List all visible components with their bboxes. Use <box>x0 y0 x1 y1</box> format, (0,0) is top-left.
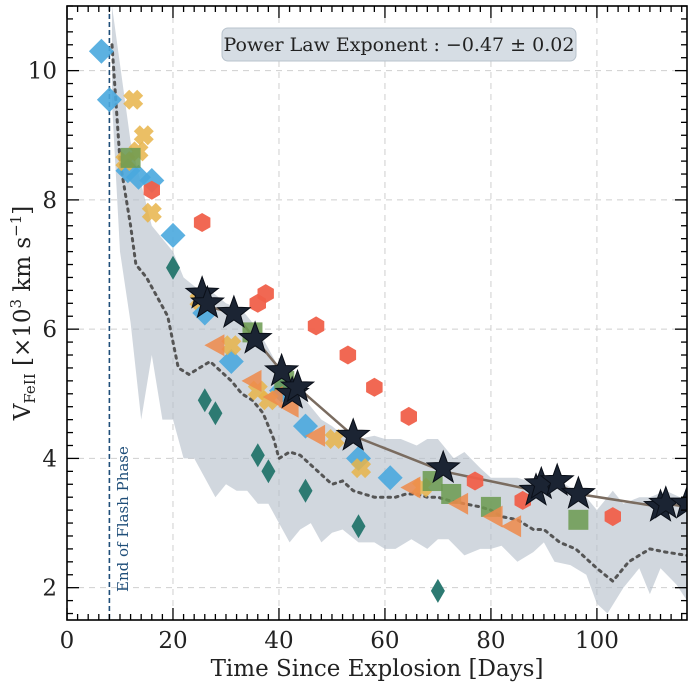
orange-triangles-marker <box>400 476 421 499</box>
orange-triangles-marker <box>482 505 503 528</box>
red-hexagons-marker <box>514 490 531 510</box>
flash-phase-label: End of Flash Phase <box>114 446 132 592</box>
y-tick-label: 4 <box>42 446 57 472</box>
blue-diamonds-marker <box>160 222 186 248</box>
red-hexagons-marker <box>193 213 211 232</box>
dark-green-diamonds-marker <box>197 388 212 413</box>
stars-marker <box>216 294 252 328</box>
x-tick-label: 0 <box>60 628 75 654</box>
median-dotted-line <box>110 43 687 584</box>
y-label-unit: km s <box>10 237 36 299</box>
yellow-crosses-marker <box>221 335 242 356</box>
x-tick-label: 60 <box>370 628 399 654</box>
blue-diamonds-marker <box>96 87 122 113</box>
data-markers <box>88 38 687 603</box>
y-tick-label: 6 <box>42 317 57 343</box>
y-tick-label: 2 <box>42 576 57 602</box>
blue-diamonds-marker <box>377 465 403 491</box>
stars-marker <box>335 417 371 451</box>
yellow-crosses-marker <box>324 429 345 449</box>
dark-green-diamonds-marker <box>298 478 313 503</box>
stars-marker <box>539 462 575 496</box>
x-tick-label: 80 <box>476 628 505 654</box>
red-hexagons-marker <box>339 345 357 365</box>
dark-green-diamonds-marker <box>430 578 445 603</box>
annotation-box: Power Law Exponent : −0.47 ± 0.02 <box>221 27 577 62</box>
dark-green-diamonds-marker <box>166 255 180 280</box>
green-squares-marker <box>568 509 589 530</box>
stars-marker <box>189 284 225 319</box>
stars-marker <box>279 368 316 403</box>
dark-green-diamonds-marker <box>351 514 366 539</box>
x-tick-label: 100 <box>575 628 619 654</box>
orange-triangles-marker <box>262 386 283 408</box>
y-tick-label: 10 <box>28 59 57 85</box>
x-tick-label: 20 <box>158 628 187 654</box>
red-hexagons-marker <box>143 180 160 200</box>
stars-marker <box>560 475 596 509</box>
y-label-sub: FeII <box>21 373 39 403</box>
green-squares-marker <box>120 147 141 168</box>
dark-green-diamonds-marker <box>261 459 276 484</box>
green-squares-marker <box>441 483 462 504</box>
stars-marker <box>425 449 461 484</box>
red-hexagons-marker <box>400 406 417 426</box>
y-label-exp: 3 <box>7 299 25 309</box>
stars-marker <box>237 320 273 354</box>
red-hexagons-marker <box>257 284 274 304</box>
orange-triangles-marker <box>448 492 469 515</box>
power-law-annotation: Power Law Exponent : −0.47 ± 0.02 <box>224 34 575 56</box>
yellow-crosses-marker <box>133 125 154 146</box>
orange-triangles-marker <box>204 334 225 357</box>
y-label-unit-exp: −1 <box>7 215 25 237</box>
axis-ticks: 0 20 40 60 80 100 2 4 6 8 10 <box>28 5 687 654</box>
dark-green-diamonds-marker <box>250 443 265 468</box>
x-tick-label: 40 <box>264 628 293 654</box>
blue-diamonds-marker <box>88 38 114 64</box>
orange-triangles-marker <box>501 515 522 538</box>
red-hexagons-marker <box>466 471 484 491</box>
red-hexagons-marker <box>307 316 325 336</box>
red-hexagons-marker <box>604 507 621 527</box>
yellow-crosses-marker <box>123 89 144 110</box>
y-axis-title: VFeII [×103 km s−1] <box>7 206 39 422</box>
orange-triangles-marker <box>305 424 326 447</box>
data-layer <box>88 6 687 620</box>
dark-green-diamonds-marker <box>208 401 223 426</box>
stars-marker <box>263 352 300 387</box>
yellow-crosses-marker <box>141 202 162 223</box>
y-label-close: ] <box>10 206 36 215</box>
plot-frame <box>66 5 688 621</box>
blue-diamonds-marker <box>218 349 244 374</box>
y-label-v: V <box>10 403 36 421</box>
y-tick-label: 8 <box>42 188 57 214</box>
orange-triangles-marker <box>241 369 262 392</box>
y-label-rest: [×10 <box>10 309 36 374</box>
x-axis-title: Time Since Explosion [Days] <box>211 656 544 682</box>
red-hexagons-marker <box>366 377 383 397</box>
yellow-crosses-marker <box>351 458 372 479</box>
